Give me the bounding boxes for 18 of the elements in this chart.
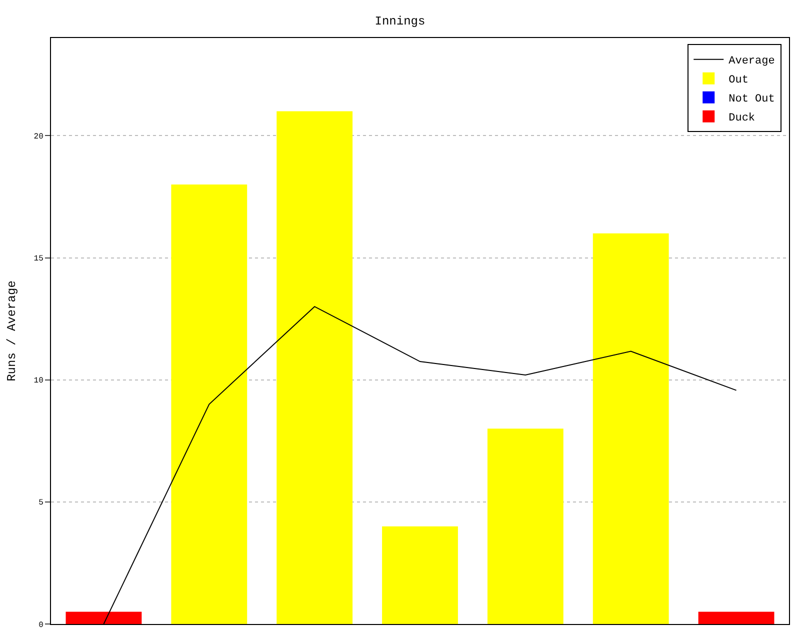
bar xyxy=(171,184,248,624)
bar xyxy=(487,428,564,624)
bar xyxy=(698,612,774,624)
y-tick-label: 0 xyxy=(38,620,44,630)
legend-label: Not Out xyxy=(728,94,775,106)
bar xyxy=(66,612,142,624)
y-axis-title: Runs / Average xyxy=(5,280,20,382)
bar xyxy=(276,111,353,624)
y-tick-label: 20 xyxy=(34,132,44,142)
bar xyxy=(592,233,669,624)
bar xyxy=(382,526,458,624)
legend-label: Average xyxy=(728,56,775,68)
y-tick-label: 15 xyxy=(34,254,44,264)
legend-label: Duck xyxy=(728,112,756,125)
y-tick-label: 5 xyxy=(38,498,44,508)
chart-title: Innings xyxy=(374,14,426,28)
legend-label: Out xyxy=(728,74,748,87)
y-tick-label: 10 xyxy=(34,376,44,386)
